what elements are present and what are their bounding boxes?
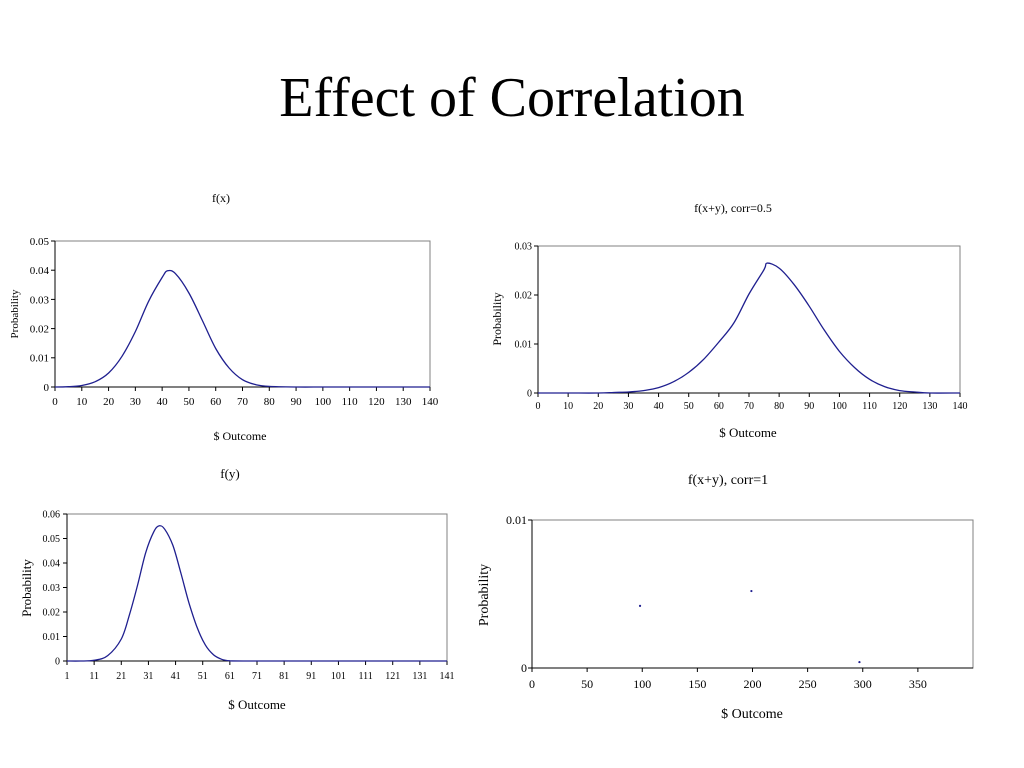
y-axis-label: Probability: [490, 292, 504, 345]
y-tick-label: 0.01: [515, 340, 533, 351]
y-tick-label: 0.02: [515, 291, 533, 302]
y-tick-label: 0.02: [43, 608, 61, 619]
x-tick-label: 50: [684, 401, 694, 412]
y-tick-label: 0.02: [30, 323, 49, 335]
y-axis-label: Probability: [477, 564, 492, 626]
x-tick-label: 200: [744, 677, 762, 691]
y-tick-label: 0: [527, 389, 532, 400]
x-tick-label: 30: [623, 401, 633, 412]
y-tick-label: 0.01: [30, 353, 49, 365]
x-tick-label: 11: [89, 671, 99, 682]
y-tick-label: 0.01: [43, 632, 61, 643]
x-tick-label: 120: [368, 396, 385, 408]
x-tick-label: 10: [76, 396, 88, 408]
x-tick-label: 0: [536, 401, 541, 412]
y-tick-label: 0.05: [30, 236, 50, 248]
x-tick-label: 40: [654, 401, 664, 412]
y-tick-label: 0: [521, 661, 527, 675]
x-tick-label: 110: [342, 396, 359, 408]
x-tick-label: 250: [799, 677, 817, 691]
x-tick-label: 70: [237, 396, 249, 408]
x-tick-label: 1: [65, 671, 70, 682]
x-tick-label: 100: [633, 677, 651, 691]
x-tick-label: 61: [225, 671, 235, 682]
y-tick-label: 0.03: [43, 583, 61, 594]
x-tick-label: 121: [385, 671, 400, 682]
x-tick-label: 20: [103, 396, 115, 408]
x-tick-label: 100: [832, 401, 847, 412]
x-tick-label: 51: [198, 671, 208, 682]
x-tick-label: 21: [116, 671, 126, 682]
x-tick-label: 131: [412, 671, 427, 682]
x-tick-label: 41: [171, 671, 181, 682]
x-tick-label: 80: [264, 396, 276, 408]
x-tick-label: 110: [862, 401, 877, 412]
series-line: [54, 269, 430, 388]
x-tick-label: 70: [744, 401, 754, 412]
x-tick-label: 0: [52, 396, 58, 408]
x-tick-label: 31: [143, 671, 153, 682]
y-tick-label: 0.06: [43, 510, 61, 521]
x-axis-label: $ Outcome: [214, 429, 267, 443]
y-tick-label: 0.04: [43, 559, 61, 570]
x-tick-label: 300: [854, 677, 872, 691]
series-line: [66, 525, 447, 662]
x-tick-label: 40: [157, 396, 169, 408]
y-tick-label: 0.01: [506, 513, 527, 527]
x-tick-label: 350: [909, 677, 927, 691]
x-axis-label: $ Outcome: [228, 697, 286, 712]
x-tick-label: 80: [774, 401, 784, 412]
point-layer: [638, 589, 861, 664]
x-tick-label: 101: [331, 671, 346, 682]
plot-frame: [531, 519, 974, 669]
x-tick-label: 120: [892, 401, 907, 412]
y-tick-label: 0: [44, 382, 50, 394]
tick-layer: 0 50 100 150 200 250 300 350 0 0.01: [506, 513, 973, 691]
x-tick-label: 130: [395, 396, 412, 408]
x-tick-label: 130: [922, 401, 937, 412]
y-axis-label: Probability: [9, 289, 21, 338]
series-line: [538, 262, 961, 394]
data-point: [750, 589, 753, 593]
x-tick-label: 30: [130, 396, 142, 408]
y-tick-label: 0.05: [43, 534, 61, 545]
chart-title: f(x+y), corr=0.5: [694, 201, 772, 215]
x-tick-label: 140: [953, 401, 968, 412]
y-tick-label: 0.04: [30, 265, 50, 277]
x-tick-label: 10: [563, 401, 573, 412]
data-point: [638, 604, 642, 607]
chart-title: f(x+y), corr=1: [688, 473, 768, 488]
x-tick-label: 141: [440, 671, 455, 682]
x-tick-label: 140: [422, 396, 439, 408]
chart-title: f(y): [220, 466, 240, 481]
y-axis-label: Probability: [19, 559, 34, 617]
x-tick-label: 81: [279, 671, 289, 682]
x-axis-label: $ Outcome: [719, 425, 777, 440]
x-tick-label: 100: [315, 396, 332, 408]
x-tick-label: 90: [804, 401, 814, 412]
y-tick-label: 0.03: [515, 242, 533, 253]
slide-title: Effect of Correlation: [279, 67, 745, 129]
chart-title: f(x): [212, 191, 230, 205]
x-tick-label: 60: [210, 396, 222, 408]
x-axis-label: $ Outcome: [721, 707, 783, 722]
x-tick-label: 91: [306, 671, 316, 682]
x-tick-label: 50: [183, 396, 195, 408]
x-tick-label: 60: [714, 401, 724, 412]
x-tick-label: 71: [252, 671, 262, 682]
x-tick-label: 50: [581, 677, 593, 691]
x-tick-label: 20: [593, 401, 603, 412]
x-tick-label: 150: [688, 677, 706, 691]
data-point: [858, 660, 861, 664]
x-tick-label: 111: [358, 671, 372, 682]
x-tick-label: 0: [529, 677, 535, 691]
y-tick-label: 0.03: [30, 294, 50, 306]
y-tick-label: 0: [55, 657, 60, 668]
x-tick-label: 90: [291, 396, 303, 408]
